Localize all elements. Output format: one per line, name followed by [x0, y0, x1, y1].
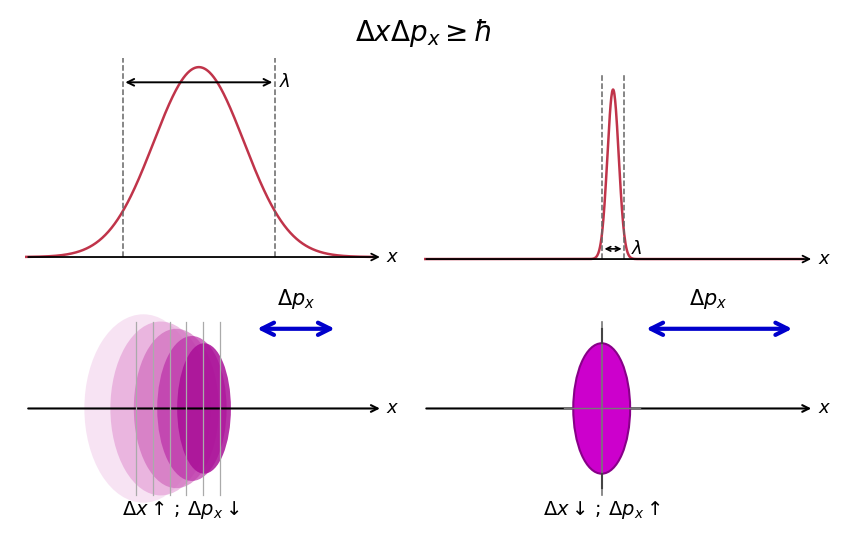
- Ellipse shape: [177, 343, 231, 474]
- Text: $\Delta p_x$: $\Delta p_x$: [277, 286, 315, 311]
- Ellipse shape: [158, 336, 227, 481]
- Ellipse shape: [134, 329, 219, 488]
- Text: $\Delta x\uparrow\,;\,\Delta p_x\downarrow$: $\Delta x\uparrow\,;\,\Delta p_x\downarr…: [123, 499, 241, 521]
- Text: $\Delta p_x$: $\Delta p_x$: [689, 286, 727, 311]
- Ellipse shape: [110, 321, 211, 496]
- Text: $x$: $x$: [818, 400, 831, 417]
- Text: $x$: $x$: [386, 248, 400, 266]
- Text: $x$: $x$: [386, 400, 400, 417]
- Text: $\Delta x \Delta p_x \geq \hbar$: $\Delta x \Delta p_x \geq \hbar$: [356, 17, 491, 49]
- Text: $\Delta x\downarrow\,;\,\Delta p_x\uparrow$: $\Delta x\downarrow\,;\,\Delta p_x\uparr…: [543, 499, 661, 521]
- Text: $\lambda$: $\lambda$: [631, 240, 643, 258]
- Ellipse shape: [85, 314, 202, 503]
- Ellipse shape: [573, 343, 630, 474]
- Text: $x$: $x$: [818, 250, 831, 268]
- Text: $\lambda$: $\lambda$: [280, 73, 291, 91]
